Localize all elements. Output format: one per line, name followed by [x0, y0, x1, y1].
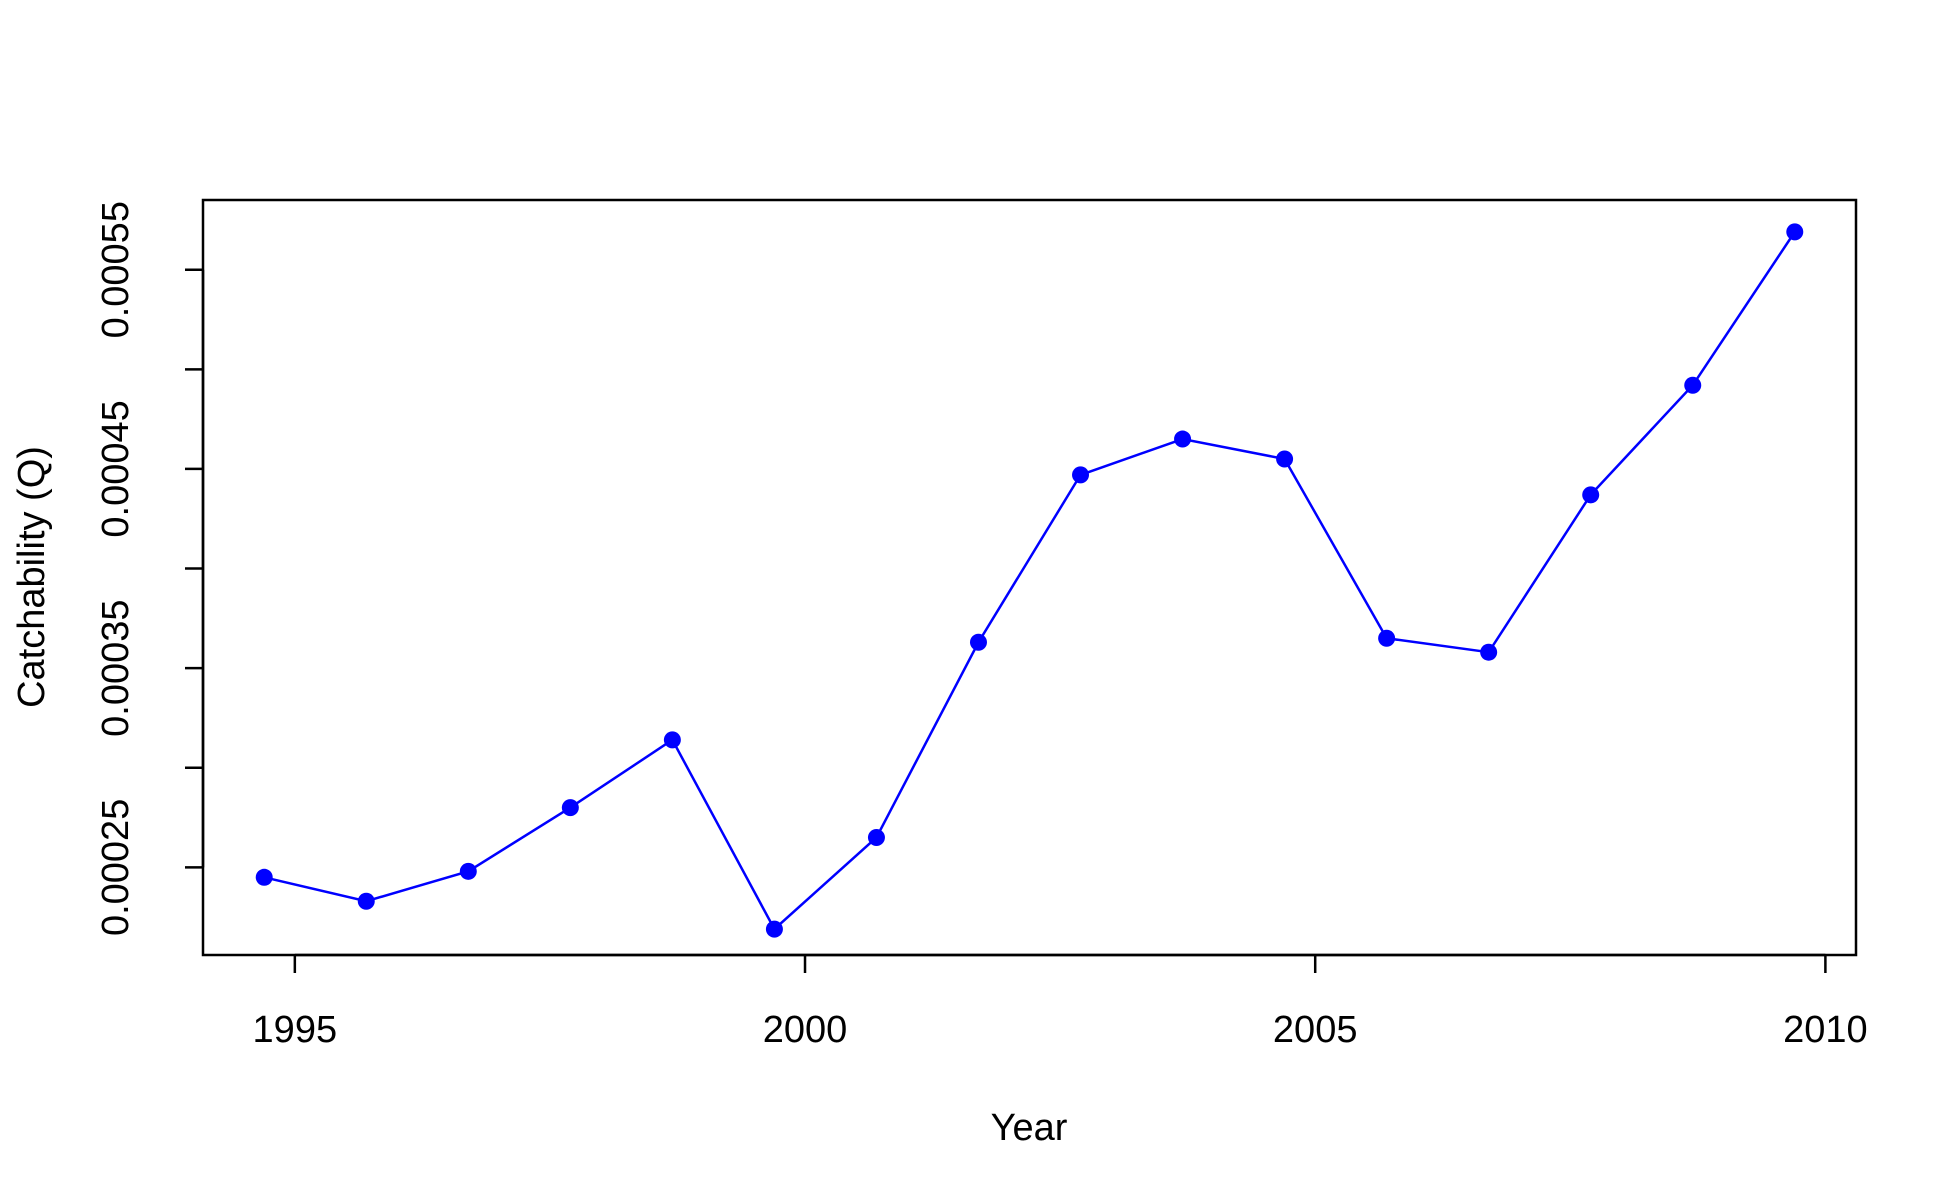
data-point — [1378, 629, 1396, 647]
plot-frame — [201, 198, 1858, 957]
data-point — [357, 892, 375, 910]
series-layer — [255, 223, 1804, 938]
y-tick-label: 0.00055 — [95, 201, 137, 338]
data-point — [459, 862, 477, 880]
y-tick-label: 0.00045 — [95, 400, 137, 537]
data-point — [1480, 643, 1498, 661]
data-point — [1684, 376, 1702, 394]
data-point — [1786, 223, 1804, 241]
data-point — [1072, 466, 1090, 484]
x-axis-label: Year — [991, 1107, 1068, 1149]
data-point — [561, 799, 579, 817]
data-point — [1276, 450, 1294, 468]
y-axis-label: Catchability (Q) — [11, 446, 53, 708]
data-point — [867, 828, 885, 846]
x-tick-label: 2010 — [1783, 1009, 1868, 1051]
data-point — [765, 920, 783, 938]
x-tick-label: 1995 — [253, 1009, 338, 1051]
data-point — [1582, 486, 1600, 504]
data-point — [969, 633, 987, 651]
x-axis: 1995 2000 2005 2010 — [253, 953, 1868, 1051]
x-tick-label: 2000 — [763, 1009, 848, 1051]
y-tick-label: 0.00035 — [95, 599, 137, 736]
series-line — [263, 231, 1796, 932]
x-tick-label: 2005 — [1273, 1009, 1358, 1051]
data-point — [663, 731, 681, 749]
data-point — [1174, 430, 1192, 448]
y-axis: 0.00025 0.00035 0.00045 0.00055 — [95, 201, 205, 936]
y-tick-label: 0.00025 — [95, 799, 137, 936]
data-point — [255, 868, 273, 886]
